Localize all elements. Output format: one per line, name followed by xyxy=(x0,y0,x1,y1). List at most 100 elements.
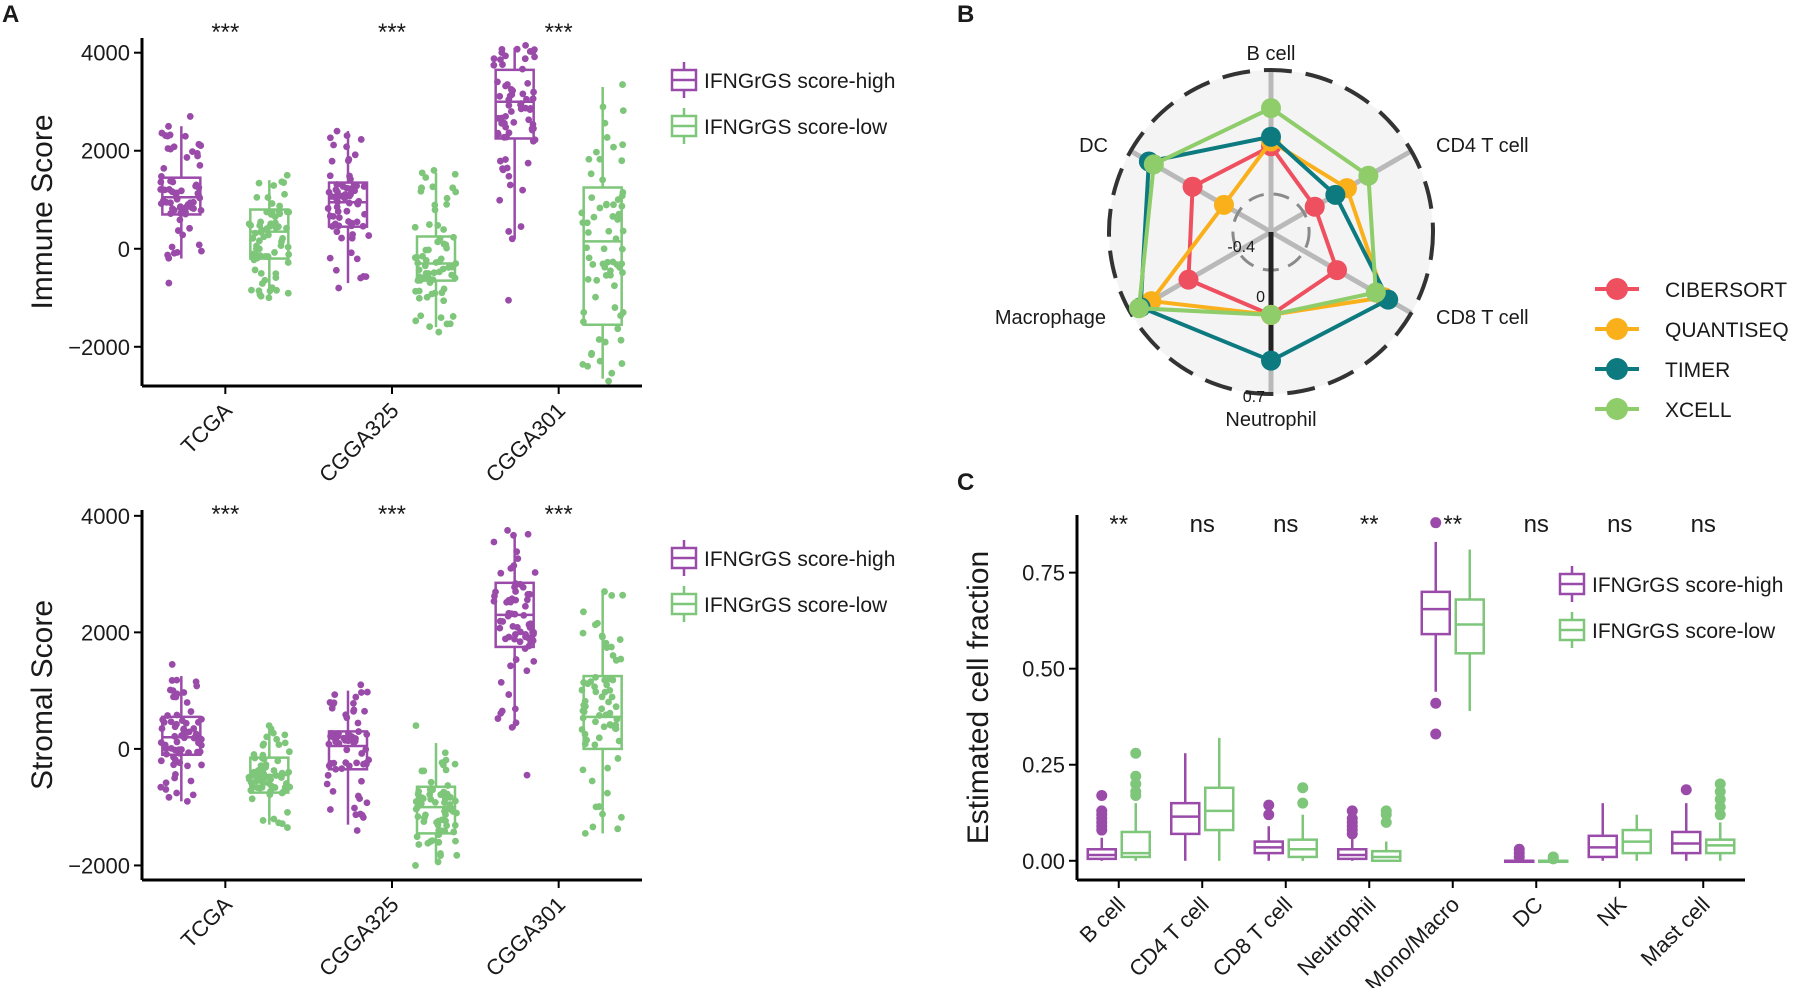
data-point xyxy=(446,801,454,808)
outlier-point xyxy=(1130,778,1142,790)
x-tick-label: CGGA325 xyxy=(314,892,403,981)
radar-legend-item: CIBERSORT xyxy=(1595,278,1787,302)
data-point xyxy=(362,759,369,767)
data-point xyxy=(412,722,420,729)
outlier-point xyxy=(1130,770,1142,782)
data-point xyxy=(265,294,273,302)
data-point xyxy=(164,251,172,259)
y-tick-label: 4000 xyxy=(81,504,130,529)
data-point xyxy=(353,199,361,207)
data-point xyxy=(271,784,279,791)
data-point xyxy=(254,772,262,780)
data-point xyxy=(612,703,620,711)
data-point xyxy=(499,618,507,625)
data-point xyxy=(429,183,437,191)
data-point xyxy=(506,181,514,189)
radar-grid-label: 0.7 xyxy=(1243,389,1265,406)
radar-point xyxy=(1213,194,1234,215)
data-point xyxy=(190,205,197,212)
data-point xyxy=(270,767,278,774)
data-point xyxy=(343,132,351,140)
data-point xyxy=(161,186,169,194)
data-point xyxy=(614,325,622,333)
radar-legend-item: XCELL xyxy=(1595,398,1732,422)
data-point xyxy=(329,212,337,220)
data-point xyxy=(278,820,286,828)
data-point xyxy=(589,261,597,268)
data-point xyxy=(510,562,518,570)
data-point xyxy=(262,761,270,769)
data-point xyxy=(354,792,362,800)
data-point xyxy=(353,827,361,834)
data-point xyxy=(603,134,611,141)
data-point xyxy=(505,296,512,304)
radar-axis-label: Macrophage xyxy=(995,307,1106,329)
data-point xyxy=(491,592,498,600)
data-point xyxy=(329,787,337,795)
outlier-point xyxy=(1130,747,1142,759)
data-point xyxy=(523,95,530,103)
data-point xyxy=(608,592,616,599)
data-point xyxy=(345,199,353,207)
data-point xyxy=(197,206,205,214)
data-point xyxy=(251,266,259,274)
data-point xyxy=(525,116,533,124)
data-point xyxy=(273,735,281,743)
box-low xyxy=(412,722,461,869)
data-point xyxy=(178,746,185,753)
data-point xyxy=(324,771,332,779)
data-point xyxy=(608,643,615,651)
data-point xyxy=(440,297,448,305)
data-point xyxy=(415,266,423,274)
data-point xyxy=(198,715,205,723)
data-point xyxy=(357,681,365,689)
data-point xyxy=(440,285,448,293)
data-point xyxy=(338,234,345,242)
data-point xyxy=(162,132,169,139)
data-point xyxy=(498,45,506,53)
data-point xyxy=(443,194,451,202)
data-point xyxy=(439,265,447,273)
box-low xyxy=(1621,814,1652,861)
data-point xyxy=(497,56,504,64)
data-point xyxy=(591,683,598,691)
data-point xyxy=(334,732,342,740)
radar-series-xcell xyxy=(1128,98,1386,325)
x-tick-label: DC xyxy=(1508,892,1548,932)
data-point xyxy=(430,166,438,174)
data-point xyxy=(614,825,622,833)
data-point xyxy=(521,55,529,63)
data-point xyxy=(449,184,457,192)
data-point xyxy=(504,612,512,620)
data-point xyxy=(187,777,195,785)
data-point xyxy=(173,738,181,746)
data-point xyxy=(513,548,521,556)
data-point xyxy=(452,260,460,267)
data-point xyxy=(194,152,201,160)
box-iqr xyxy=(1170,801,1201,836)
data-point xyxy=(581,829,589,837)
data-point xyxy=(522,41,529,49)
radar-legend-item: QUANTISEQ xyxy=(1595,318,1789,342)
data-point xyxy=(168,661,176,668)
data-point xyxy=(601,588,608,595)
data-point xyxy=(353,255,361,263)
data-point xyxy=(619,141,627,149)
data-point xyxy=(352,811,360,819)
data-point xyxy=(504,526,511,534)
box-low xyxy=(1705,778,1736,861)
data-point xyxy=(412,317,420,325)
data-point xyxy=(347,249,355,257)
data-point xyxy=(602,201,610,209)
data-point xyxy=(580,318,587,326)
y-tick-label: 4000 xyxy=(81,41,130,66)
data-point xyxy=(259,751,267,759)
data-point xyxy=(614,755,622,762)
outlier-point xyxy=(1680,784,1692,796)
y-tick-label: 0.25 xyxy=(1022,753,1065,778)
box-iqr xyxy=(494,68,535,140)
box-high xyxy=(1086,789,1117,861)
y-axis-title: Estimated cell fraction xyxy=(962,551,995,844)
data-point xyxy=(450,828,458,836)
data-point xyxy=(584,229,592,236)
